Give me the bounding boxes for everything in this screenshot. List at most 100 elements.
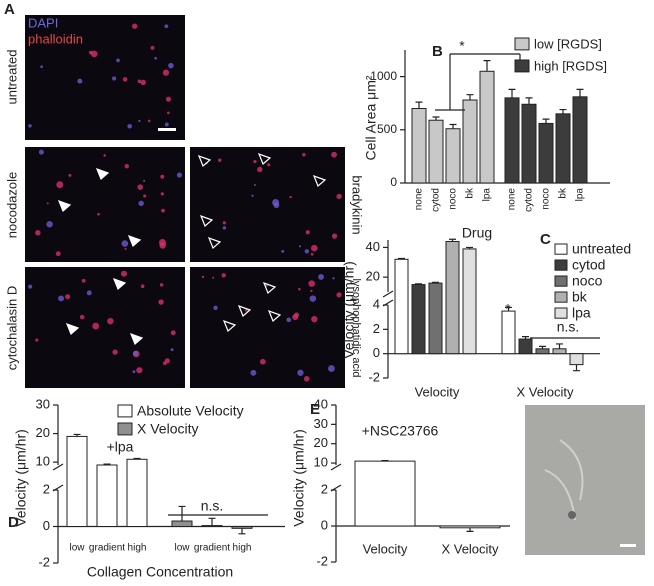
cell bbox=[170, 330, 176, 336]
y-tick-label: 1000 bbox=[370, 69, 397, 83]
cell bbox=[253, 184, 256, 187]
bar bbox=[428, 119, 444, 184]
cell bbox=[286, 317, 292, 323]
legend-swatch bbox=[554, 259, 568, 271]
cell bbox=[150, 45, 155, 50]
cell bbox=[304, 249, 310, 254]
cell bbox=[131, 23, 138, 29]
y-tick-label: 2 bbox=[43, 481, 50, 496]
y-tick-label: 40 bbox=[366, 239, 380, 254]
cell bbox=[58, 295, 65, 302]
y-tick-label: 4 bbox=[373, 296, 380, 311]
x-tick-label: none bbox=[414, 188, 425, 211]
cell bbox=[331, 151, 337, 158]
cell bbox=[143, 179, 146, 182]
bar bbox=[572, 96, 588, 184]
x-tick-label: noco bbox=[541, 188, 552, 210]
axis-break bbox=[52, 463, 64, 471]
cell bbox=[328, 365, 335, 372]
cell bbox=[154, 56, 157, 60]
y-tick-label: 30 bbox=[36, 396, 50, 411]
y-axis-label: Velocity (μm/hr) bbox=[13, 429, 29, 527]
error-bar bbox=[573, 364, 580, 372]
micrograph bbox=[25, 15, 185, 140]
cell bbox=[289, 195, 292, 199]
legend-label: lpa bbox=[572, 305, 591, 321]
bar bbox=[171, 520, 193, 528]
cell bbox=[222, 221, 226, 225]
cell bbox=[112, 76, 117, 81]
arrowhead bbox=[95, 167, 110, 181]
bar bbox=[538, 122, 554, 184]
legend-label: Absolute Velocity bbox=[137, 403, 244, 419]
cell bbox=[162, 69, 170, 76]
cell bbox=[294, 312, 300, 318]
cell bbox=[136, 367, 143, 374]
cell bbox=[158, 299, 164, 305]
row-label: untreated bbox=[4, 50, 19, 105]
error-bar bbox=[398, 257, 405, 260]
error-bar bbox=[73, 433, 81, 437]
cell bbox=[28, 124, 32, 128]
cell bbox=[267, 163, 271, 167]
legend-label: X Velocity bbox=[137, 421, 198, 437]
micrograph bbox=[190, 147, 345, 262]
cell bbox=[120, 270, 128, 277]
y-axis-label: Velocity (μm/hr) bbox=[341, 261, 357, 359]
cell bbox=[302, 152, 306, 157]
cell bbox=[68, 173, 72, 177]
y-tick-label: 0 bbox=[43, 518, 50, 533]
cell bbox=[568, 511, 576, 519]
error-bar bbox=[432, 116, 440, 121]
cell bbox=[298, 245, 302, 248]
bar bbox=[462, 99, 478, 184]
cell bbox=[298, 287, 301, 291]
x-tick-label: cytod bbox=[524, 188, 535, 212]
cell bbox=[38, 149, 44, 155]
cell bbox=[77, 78, 83, 84]
axis-break bbox=[382, 290, 394, 298]
annotation: * bbox=[505, 301, 511, 317]
arrowhead bbox=[129, 332, 144, 346]
error-bar bbox=[103, 463, 111, 465]
legend-swatch bbox=[554, 243, 568, 255]
row-label: cytochalasin D bbox=[4, 286, 19, 371]
x-tick-label: gradient bbox=[89, 543, 125, 554]
y-tick-label: 0 bbox=[373, 345, 380, 360]
cell bbox=[218, 158, 222, 162]
cell bbox=[40, 65, 44, 69]
cell bbox=[222, 226, 227, 230]
x-tick-label: cytod bbox=[431, 188, 442, 212]
panel-a: A DAPI phalloidin untreated nocodazole c… bbox=[4, 1, 365, 388]
error-bar bbox=[522, 336, 529, 340]
legend-swatch bbox=[514, 37, 530, 51]
y-tick-label: 20 bbox=[366, 269, 380, 284]
cell bbox=[116, 58, 120, 63]
legend-swatch bbox=[554, 275, 568, 287]
arrowhead bbox=[312, 174, 327, 188]
cell bbox=[164, 122, 169, 127]
y-tick-label: 500 bbox=[377, 122, 397, 136]
bar bbox=[462, 248, 477, 355]
x-axis-label: Collagen Concentration bbox=[87, 564, 233, 580]
bar bbox=[201, 525, 223, 528]
bar bbox=[569, 353, 584, 366]
y-tick-label: 30 bbox=[314, 416, 328, 431]
cell bbox=[81, 278, 86, 283]
bar bbox=[439, 525, 501, 529]
cell bbox=[160, 174, 165, 179]
cell bbox=[107, 317, 114, 325]
cell bbox=[213, 305, 218, 311]
arrowhead bbox=[262, 281, 277, 295]
bar bbox=[126, 458, 148, 527]
scale-bar bbox=[158, 128, 176, 131]
bar bbox=[535, 348, 550, 355]
cell bbox=[140, 79, 146, 86]
error-bar bbox=[539, 345, 546, 349]
legend-swatch bbox=[554, 307, 568, 319]
bar bbox=[428, 282, 443, 355]
arrowhead bbox=[112, 277, 127, 291]
bar bbox=[96, 464, 118, 527]
cell bbox=[162, 361, 167, 366]
bar bbox=[552, 348, 567, 355]
